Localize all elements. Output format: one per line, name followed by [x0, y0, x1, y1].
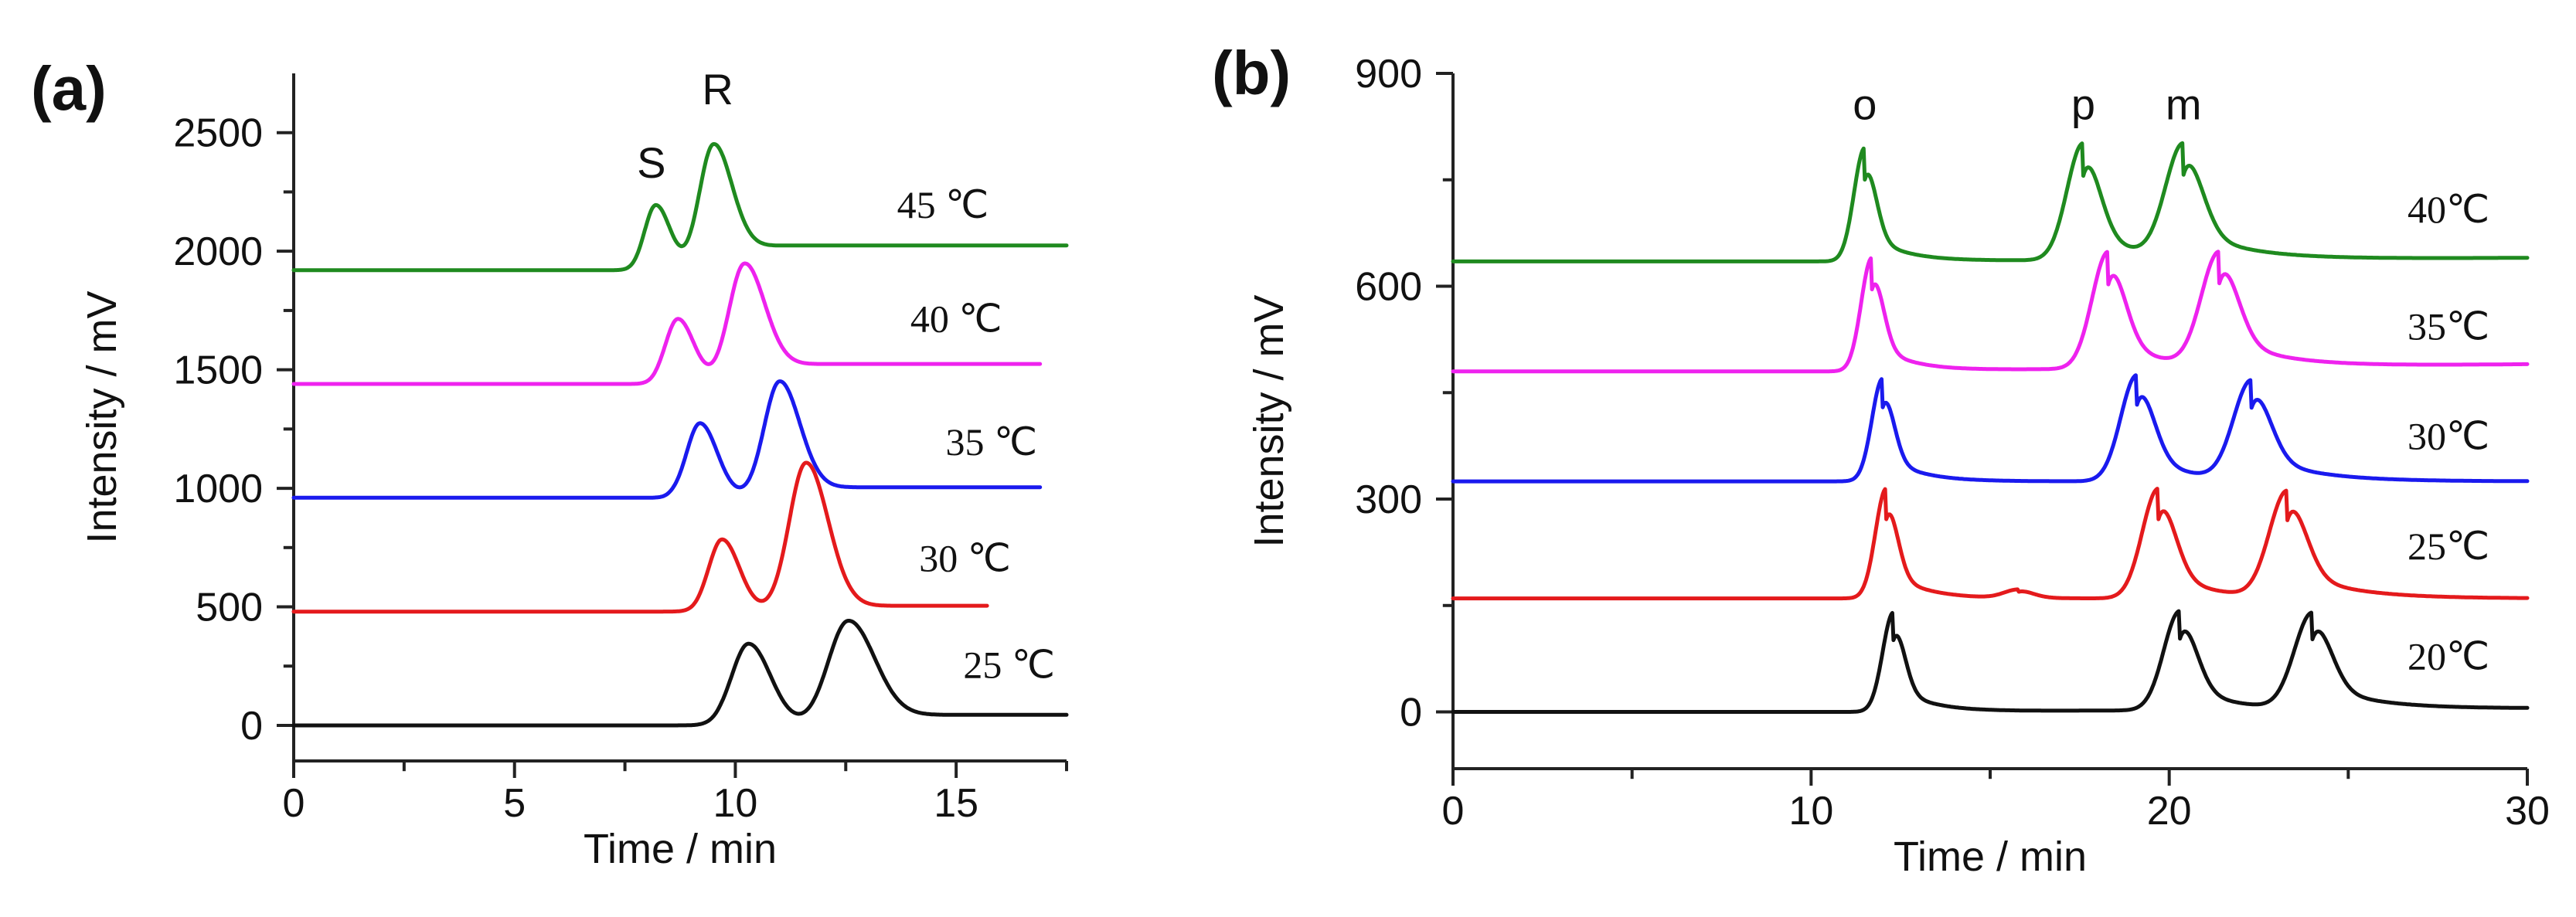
series-label: 20℃	[2408, 634, 2489, 678]
x-tick-label: 30	[2505, 789, 2550, 834]
y-tick-label: 300	[1355, 477, 1422, 522]
peak-label: o	[1853, 80, 1877, 129]
x-tick-label: 15	[934, 781, 978, 826]
series-line-0-0	[291, 619, 1069, 728]
series-line-0-3	[291, 261, 1043, 386]
series-line-1-3	[1451, 250, 2530, 374]
series-line-1-0	[1451, 609, 2530, 714]
y-tick-label: 1000	[173, 467, 263, 511]
x-tick-label: 20	[2147, 789, 2192, 834]
y-tick-label: 500	[196, 586, 263, 630]
y-tick-label: 0	[240, 704, 263, 749]
x-tick-label: 0	[283, 781, 305, 826]
series-line-0-4	[291, 142, 1069, 273]
panel-b-letter: (b)	[1212, 39, 1291, 107]
series-label: 25℃	[2408, 525, 2489, 568]
series-line-1-2	[1451, 373, 2530, 484]
peak-label: p	[2071, 80, 2095, 129]
y-tick-label: 900	[1355, 52, 1422, 97]
series-label: 35 ℃	[946, 420, 1038, 464]
y-tick-label: 1500	[173, 348, 263, 393]
series-label: 45 ℃	[897, 183, 989, 226]
series-label: 25 ℃	[963, 644, 1055, 687]
y-axis-title: Intensity / mV	[79, 290, 125, 543]
y-axis-title: Intensity / mV	[1246, 294, 1292, 547]
peak-label: S	[637, 138, 665, 187]
series-line-1-1	[1451, 487, 2530, 601]
peak-label: m	[2166, 80, 2202, 129]
series-label: 30 ℃	[919, 536, 1011, 579]
series-label: 35℃	[2408, 304, 2489, 348]
y-tick-label: 2000	[173, 229, 263, 274]
x-axis-title: Time / min	[584, 826, 777, 872]
series-label: 40℃	[2408, 188, 2489, 231]
x-tick-label: 5	[503, 781, 526, 826]
panel-a-letter: (a)	[31, 54, 107, 123]
peak-label: R	[702, 65, 733, 114]
x-axis-title: Time / min	[1894, 834, 2087, 880]
y-tick-label: 600	[1355, 265, 1422, 310]
series-line-1-4	[1451, 141, 2530, 263]
panel-a-chart: 0 5 10 15 0 500 1000 1500 2000 2500 Time / min Inte…	[79, 65, 1069, 872]
y-tick-label: 0	[1400, 691, 1422, 735]
series-label: 40 ℃	[910, 297, 1002, 341]
series-label: 30℃	[2408, 415, 2489, 458]
series-line-0-2	[291, 379, 1043, 500]
series-line-0-1	[291, 460, 989, 614]
x-tick-label: 10	[1788, 789, 1833, 834]
x-tick-label: 10	[713, 781, 758, 826]
y-tick-label: 2500	[173, 111, 263, 156]
x-tick-label: 0	[1442, 789, 1465, 834]
